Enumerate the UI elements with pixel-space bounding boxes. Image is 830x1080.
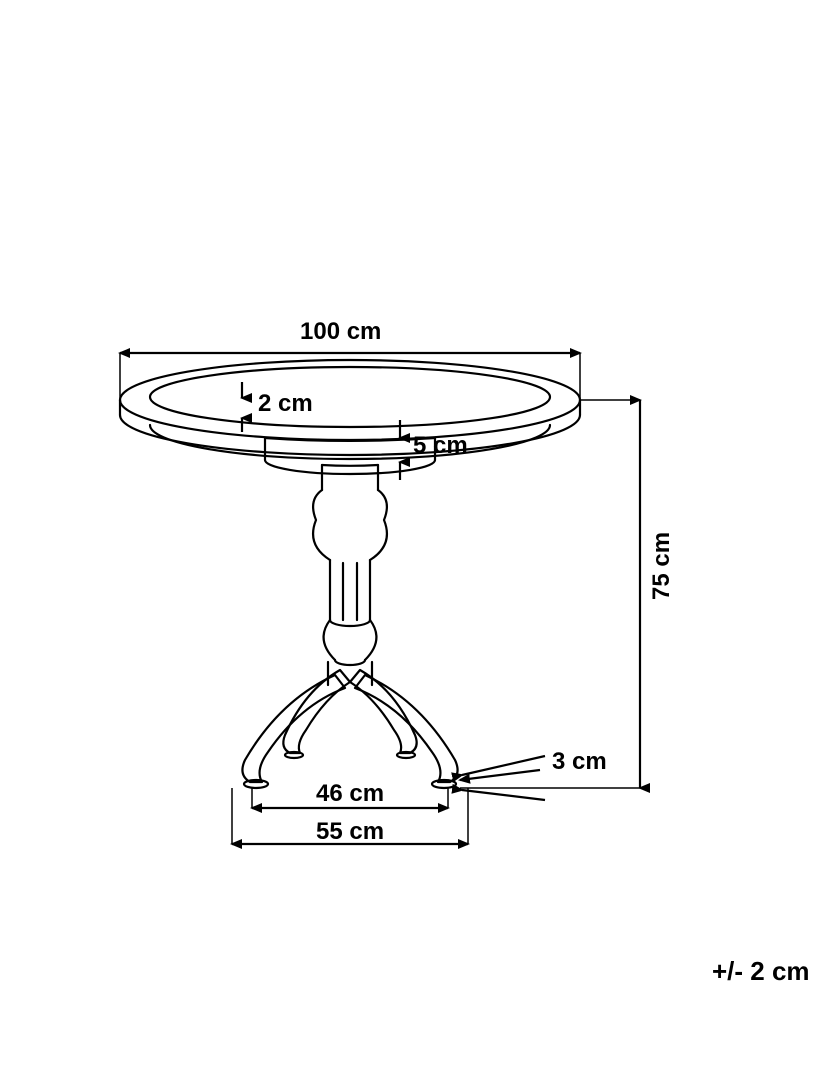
table-drawing <box>0 0 830 1080</box>
label-apron-height: 5 cm <box>413 432 468 460</box>
label-total-height: 75 cm <box>648 532 676 600</box>
label-outer-base: 55 cm <box>316 818 384 846</box>
label-inner-base: 46 cm <box>316 780 384 808</box>
tolerance-note: +/- 2 cm <box>712 956 810 987</box>
label-top-diameter: 100 cm <box>300 318 381 346</box>
label-top-thickness: 2 cm <box>258 390 313 418</box>
diagram-canvas: 100 cm 2 cm 5 cm 75 cm 3 cm 46 cm 55 cm … <box>0 0 830 1080</box>
label-foot-thickness: 3 cm <box>552 748 607 776</box>
